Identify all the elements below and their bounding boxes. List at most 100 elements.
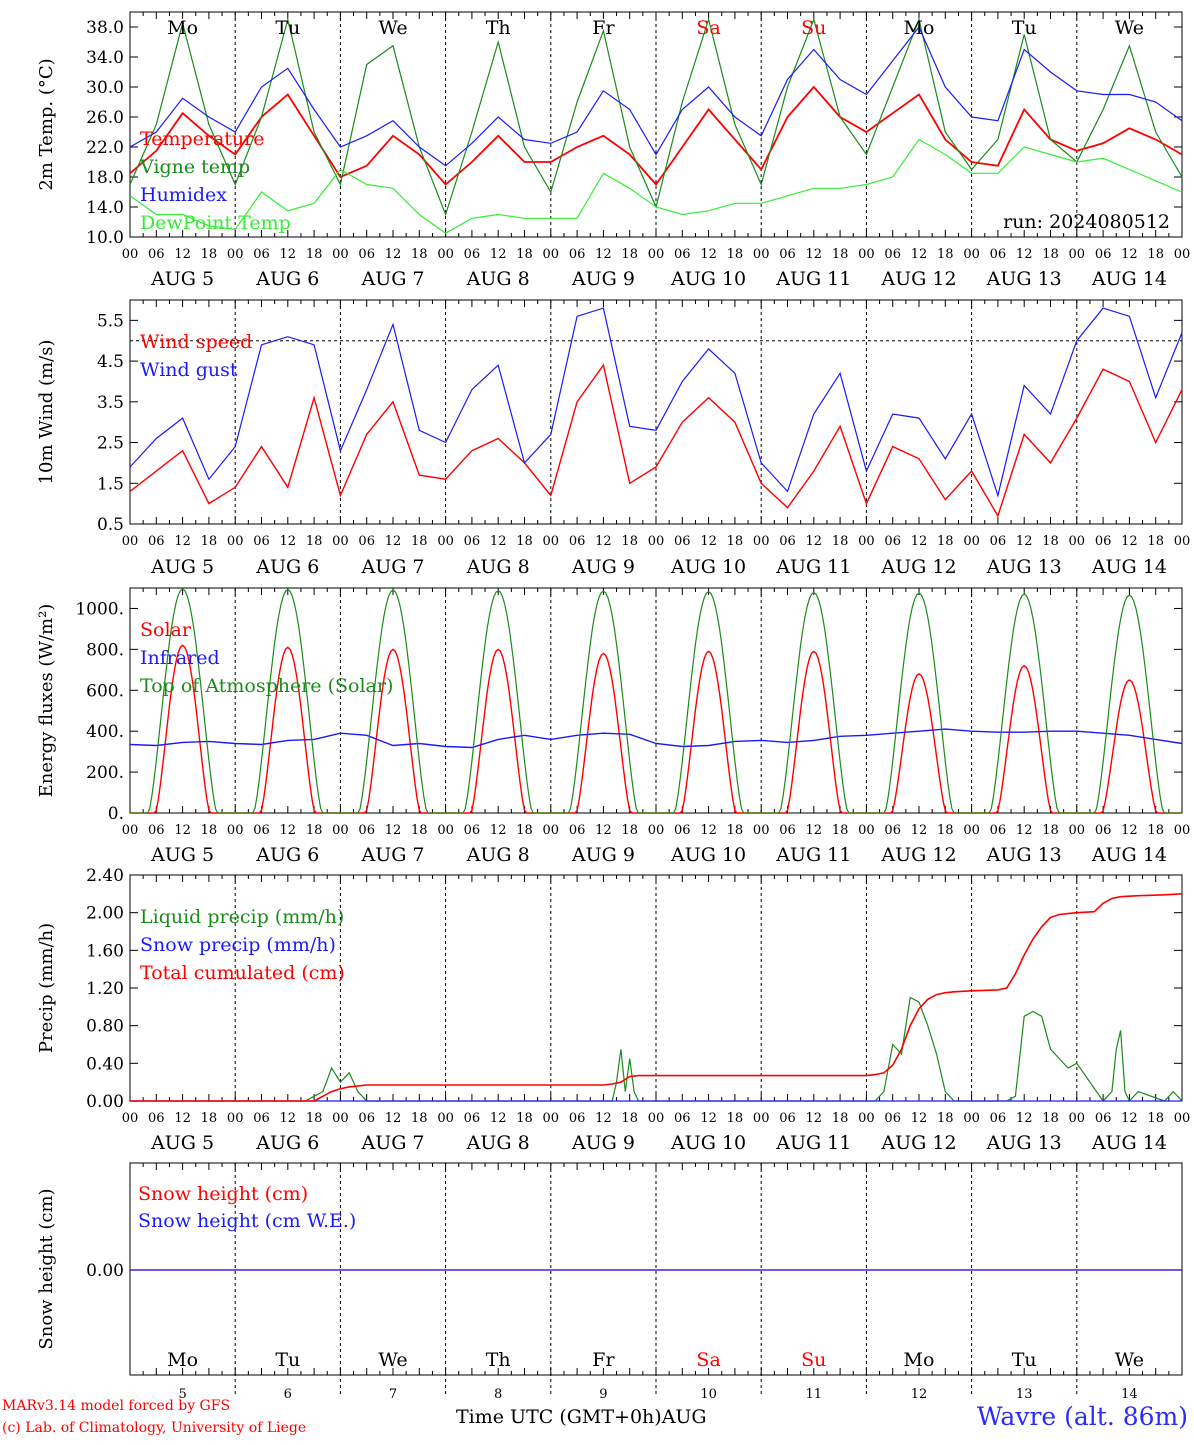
- y-tick-label: 1.5: [97, 474, 124, 494]
- y-axis-title: 10m Wind (m/s): [36, 340, 57, 485]
- series-line: [129, 85, 1183, 186]
- day-name-bottom: Tu: [1012, 1349, 1037, 1371]
- hour-label: 12: [385, 1111, 402, 1126]
- hour-label: 00: [437, 823, 454, 838]
- date-label: AUG 14: [1091, 556, 1167, 578]
- y-tick-label: 1.60: [86, 941, 124, 961]
- y-tick-label: 0.5: [97, 515, 124, 535]
- series-line: [129, 307, 1183, 498]
- legend-entry: Infrared: [140, 647, 220, 669]
- hour-label: 00: [1174, 534, 1191, 549]
- time-axis-label: Time UTC (GMT+0h): [456, 1406, 662, 1428]
- y-tick-label: 0.00: [86, 1092, 124, 1112]
- y-tick-label: 26.0: [86, 108, 124, 128]
- y-tick-label: 2.40: [86, 866, 124, 886]
- hour-label: 00: [1069, 1111, 1086, 1126]
- day-number: 9: [599, 1387, 607, 1402]
- y-tick-label: 30.0: [86, 78, 124, 98]
- legend-entry: Top of Atmosphere (Solar): [140, 675, 393, 697]
- day-name: We: [1115, 17, 1144, 39]
- date-label: AUG 12: [880, 556, 956, 578]
- hour-label: 06: [779, 247, 796, 262]
- date-label: AUG 6: [255, 556, 319, 578]
- date-label: AUG 8: [466, 556, 530, 578]
- y-tick-label: 38.0: [86, 18, 124, 38]
- date-label: AUG 14: [1091, 1132, 1167, 1154]
- station-name: Wavre (alt. 86m): [976, 1402, 1188, 1431]
- hour-label: 18: [201, 1111, 218, 1126]
- y-axis-title: 2m Temp. (°C): [36, 58, 57, 190]
- hour-label: 18: [201, 823, 218, 838]
- hour-label: 00: [122, 534, 139, 549]
- hour-label: 12: [174, 823, 191, 838]
- y-tick-label: 2.00: [86, 904, 124, 924]
- hour-label: 18: [411, 1111, 428, 1126]
- legend-entry: Snow height (cm W.E.): [138, 1210, 356, 1232]
- y-axis-title: Precip (mm/h): [36, 923, 57, 1053]
- hour-label: 12: [1121, 823, 1138, 838]
- date-label: AUG 11: [775, 1132, 851, 1154]
- date-label: AUG 11: [775, 268, 851, 290]
- hour-label: 06: [674, 247, 691, 262]
- hour-label: 00: [963, 1111, 980, 1126]
- y-tick-label: 10.0: [86, 228, 124, 248]
- y-tick-label: 2.5: [97, 434, 124, 454]
- hour-label: 06: [990, 534, 1007, 549]
- y-tick-label: 0.00: [86, 1261, 124, 1281]
- date-label: AUG 9: [571, 1132, 635, 1154]
- hour-label: 12: [806, 823, 823, 838]
- y-tick-label: 4.5: [97, 352, 124, 372]
- hour-label: 12: [700, 1111, 717, 1126]
- hour-label: 00: [332, 534, 349, 549]
- day-name-bottom: Mo: [904, 1349, 935, 1371]
- day-name-bottom: Tu: [275, 1349, 300, 1371]
- hour-label: 00: [227, 247, 244, 262]
- hour-label: 06: [148, 247, 165, 262]
- model-credit: MARv3.14 model forced by GFS: [2, 1398, 231, 1414]
- hour-label: 12: [595, 823, 612, 838]
- series-line: [129, 363, 1183, 518]
- day-name-bottom: We: [1115, 1349, 1144, 1371]
- day-name: Mo: [167, 17, 198, 39]
- hour-label: 12: [700, 534, 717, 549]
- hour-label: 18: [1147, 823, 1164, 838]
- hour-label: 00: [543, 534, 560, 549]
- hour-label: 00: [227, 1111, 244, 1126]
- hour-label: 00: [1174, 823, 1191, 838]
- hour-label: 06: [1095, 1111, 1112, 1126]
- date-label: AUG 10: [670, 1132, 746, 1154]
- hour-label: 12: [490, 823, 507, 838]
- hour-label: 12: [911, 247, 928, 262]
- panel-frame: [129, 587, 1183, 814]
- hour-label: 18: [621, 1111, 638, 1126]
- hour-label: 18: [621, 534, 638, 549]
- hour-label: 00: [648, 1111, 665, 1126]
- hour-label: 18: [621, 823, 638, 838]
- hour-label: 06: [674, 823, 691, 838]
- day-number: 13: [1016, 1387, 1033, 1402]
- hour-label: 00: [122, 247, 139, 262]
- hour-label: 12: [385, 534, 402, 549]
- hour-label: 12: [806, 247, 823, 262]
- hour-label: 12: [174, 247, 191, 262]
- hour-label: 12: [280, 1111, 297, 1126]
- date-label: AUG 5: [150, 556, 214, 578]
- hour-label: 12: [1016, 534, 1033, 549]
- hour-label: 18: [516, 1111, 533, 1126]
- hour-label: 12: [1121, 247, 1138, 262]
- hour-label: 12: [806, 1111, 823, 1126]
- hour-label: 06: [253, 247, 270, 262]
- hour-label: 06: [990, 1111, 1007, 1126]
- hour-label: 18: [411, 247, 428, 262]
- date-label: AUG 13: [986, 268, 1062, 290]
- date-label: AUG 5: [150, 268, 214, 290]
- date-label: AUG 8: [466, 268, 530, 290]
- run-label: run: 2024080512: [1003, 211, 1170, 233]
- hour-label: 18: [621, 247, 638, 262]
- hour-label: 06: [884, 247, 901, 262]
- hour-label: 12: [385, 823, 402, 838]
- time-axis-title: Time UTC (GMT+0h)AUG: [456, 1406, 707, 1428]
- hour-label: 18: [937, 247, 954, 262]
- hour-label: 00: [858, 534, 875, 549]
